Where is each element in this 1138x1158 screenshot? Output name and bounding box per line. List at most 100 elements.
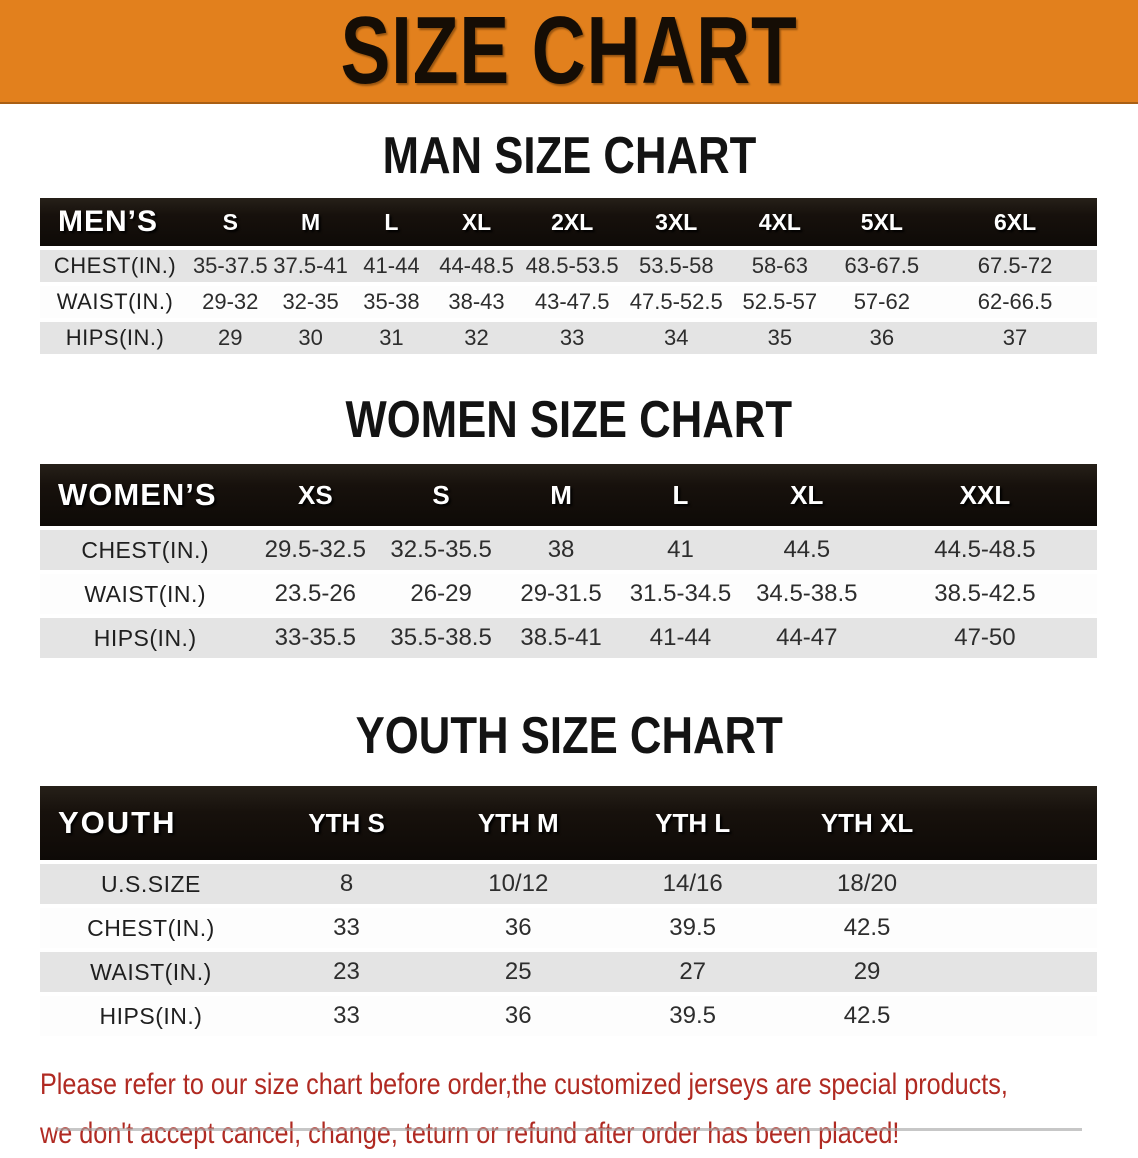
women-chest-in-l: 41 bbox=[620, 526, 741, 570]
youth-waist-in-yth-s: 23 bbox=[261, 948, 432, 992]
youth-column-header-yth-l: YTH L bbox=[605, 786, 780, 860]
youth-section-heading-text: YOUTH SIZE CHART bbox=[355, 707, 783, 765]
youth-group-label: YOUTH bbox=[40, 786, 262, 860]
men-waist-in-xl: 38-43 bbox=[432, 282, 521, 318]
men-hips-in-2xl: 33 bbox=[520, 318, 624, 354]
men-chest-in-3xl: 53.5-58 bbox=[623, 246, 730, 282]
youth-row-filler bbox=[954, 904, 1097, 948]
youth-size-table: YOUTH YTH S YTH M YTH L YTH XL U.S.SIZE 8 10/12… bbox=[40, 786, 1097, 1036]
youth-row-u-s-size: U.S.SIZE 8 10/12 14/16 18/20 bbox=[40, 860, 1097, 904]
youth-hips-in-yth-xl: 42.5 bbox=[779, 992, 955, 1036]
women-waist-in-s: 26-29 bbox=[380, 570, 502, 614]
women-row-label-chest-in: CHEST(IN.) bbox=[40, 526, 251, 570]
women-column-header-l: L bbox=[620, 464, 741, 526]
youth-u-s-size-yth-s: 8 bbox=[261, 860, 432, 904]
women-header-row: WOMEN’S XS S M L XL XXL bbox=[40, 464, 1097, 526]
banner-title: SIZE CHART bbox=[340, 0, 798, 104]
men-size-section: MAN SIZE CHART MEN’S S M L XL 2XL 3XL 4XL 5XL 6XL… bbox=[0, 130, 1138, 354]
men-hips-in-xl: 32 bbox=[432, 318, 521, 354]
youth-chest-in-yth-xl: 42.5 bbox=[779, 904, 955, 948]
youth-header-row: YOUTH YTH S YTH M YTH L YTH XL bbox=[40, 786, 1097, 860]
youth-u-s-size-yth-m: 10/12 bbox=[431, 860, 606, 904]
men-waist-in-2xl: 43-47.5 bbox=[520, 282, 624, 318]
youth-size-section: YOUTH SIZE CHART YOUTH YTH S YTH M YTH L YTH… bbox=[0, 710, 1138, 1036]
men-row-label-chest-in: CHEST(IN.) bbox=[40, 246, 191, 282]
women-waist-in-l: 31.5-34.5 bbox=[620, 570, 741, 614]
size-chart-banner: SIZE CHART bbox=[0, 0, 1138, 104]
women-section-heading: WOMEN SIZE CHART bbox=[0, 394, 1138, 446]
order-policy-note-line1: Please refer to our size chart before or… bbox=[40, 1068, 1008, 1101]
women-hips-in-s: 35.5-38.5 bbox=[380, 614, 502, 658]
men-column-header-m: M bbox=[270, 198, 351, 246]
women-column-header-m: M bbox=[501, 464, 621, 526]
men-hips-in-6xl: 37 bbox=[933, 318, 1097, 354]
men-waist-in-l: 35-38 bbox=[350, 282, 433, 318]
women-size-section: WOMEN SIZE CHART WOMEN’S XS S M L XL XXL CHEST(… bbox=[0, 394, 1138, 658]
youth-hips-in-yth-l: 39.5 bbox=[605, 992, 780, 1036]
women-hips-in-l: 41-44 bbox=[620, 614, 741, 658]
men-waist-in-s: 29-32 bbox=[190, 282, 271, 318]
youth-waist-in-yth-m: 25 bbox=[431, 948, 606, 992]
bottom-divider-line bbox=[56, 1128, 1082, 1131]
women-waist-in-m: 29-31.5 bbox=[501, 570, 621, 614]
youth-row-label-chest-in: CHEST(IN.) bbox=[40, 904, 262, 948]
men-row-waist-in: WAIST(IN.) 29-32 32-35 35-38 38-43 43-47.5 47.… bbox=[40, 282, 1097, 318]
youth-hips-in-yth-s: 33 bbox=[261, 992, 432, 1036]
youth-row-filler bbox=[954, 948, 1097, 992]
women-chest-in-xs: 29.5-32.5 bbox=[250, 526, 381, 570]
youth-u-s-size-yth-xl: 18/20 bbox=[779, 860, 955, 904]
men-column-header-6xl: 6XL bbox=[933, 198, 1097, 246]
men-column-header-5xl: 5XL bbox=[830, 198, 934, 246]
youth-row-waist-in: WAIST(IN.) 23 25 27 29 bbox=[40, 948, 1097, 992]
women-column-header-xs: XS bbox=[250, 464, 381, 526]
men-waist-in-5xl: 57-62 bbox=[830, 282, 934, 318]
youth-row-label-hips-in: HIPS(IN.) bbox=[40, 992, 262, 1036]
youth-column-header-yth-xl: YTH XL bbox=[779, 786, 955, 860]
women-hips-in-xl: 44-47 bbox=[740, 614, 873, 658]
youth-waist-in-yth-xl: 29 bbox=[779, 948, 955, 992]
men-waist-in-m: 32-35 bbox=[270, 282, 351, 318]
youth-chest-in-yth-m: 36 bbox=[431, 904, 606, 948]
order-policy-note-line2: we don't accept cancel, change, teturn o… bbox=[40, 1117, 900, 1150]
men-section-heading-text: MAN SIZE CHART bbox=[382, 127, 756, 185]
men-hips-in-3xl: 34 bbox=[623, 318, 730, 354]
youth-row-filler bbox=[954, 860, 1097, 904]
youth-column-header-yth-m: YTH M bbox=[431, 786, 606, 860]
men-column-header-s: S bbox=[190, 198, 271, 246]
women-group-label: WOMEN’S bbox=[40, 464, 251, 526]
men-column-header-2xl: 2XL bbox=[520, 198, 624, 246]
youth-u-s-size-yth-l: 14/16 bbox=[605, 860, 780, 904]
women-column-header-s: S bbox=[380, 464, 502, 526]
youth-row-label-waist-in: WAIST(IN.) bbox=[40, 948, 262, 992]
men-chest-in-s: 35-37.5 bbox=[190, 246, 271, 282]
youth-hips-in-yth-m: 36 bbox=[431, 992, 606, 1036]
youth-column-header-yth-s: YTH S bbox=[261, 786, 432, 860]
women-waist-in-xl: 34.5-38.5 bbox=[740, 570, 873, 614]
men-chest-in-6xl: 67.5-72 bbox=[933, 246, 1097, 282]
men-hips-in-5xl: 36 bbox=[830, 318, 934, 354]
men-chest-in-l: 41-44 bbox=[350, 246, 433, 282]
youth-waist-in-yth-l: 27 bbox=[605, 948, 780, 992]
women-hips-in-m: 38.5-41 bbox=[501, 614, 621, 658]
men-hips-in-m: 30 bbox=[270, 318, 351, 354]
men-row-label-hips-in: HIPS(IN.) bbox=[40, 318, 191, 354]
men-chest-in-4xl: 58-63 bbox=[729, 246, 831, 282]
women-size-table: WOMEN’S XS S M L XL XXL CHEST(IN.) 29.5-32.5 32.5… bbox=[40, 464, 1097, 658]
women-column-header-xxl: XXL bbox=[872, 464, 1097, 526]
men-group-label: MEN’S bbox=[40, 198, 191, 246]
men-hips-in-l: 31 bbox=[350, 318, 433, 354]
men-section-heading: MAN SIZE CHART bbox=[0, 130, 1138, 182]
youth-row-label-u-s-size: U.S.SIZE bbox=[40, 860, 262, 904]
men-column-header-3xl: 3XL bbox=[623, 198, 730, 246]
men-size-table: MEN’S S M L XL 2XL 3XL 4XL 5XL 6XL CHEST(IN.) 35-37… bbox=[40, 198, 1097, 354]
women-chest-in-s: 32.5-35.5 bbox=[380, 526, 502, 570]
youth-row-chest-in: CHEST(IN.) 33 36 39.5 42.5 bbox=[40, 904, 1097, 948]
men-row-chest-in: CHEST(IN.) 35-37.5 37.5-41 41-44 44-48.5 48.5… bbox=[40, 246, 1097, 282]
women-chest-in-xl: 44.5 bbox=[740, 526, 873, 570]
men-chest-in-xl: 44-48.5 bbox=[432, 246, 521, 282]
youth-chest-in-yth-l: 39.5 bbox=[605, 904, 780, 948]
women-chest-in-xxl: 44.5-48.5 bbox=[872, 526, 1097, 570]
women-hips-in-xs: 33-35.5 bbox=[250, 614, 381, 658]
men-hips-in-s: 29 bbox=[190, 318, 271, 354]
youth-row-hips-in: HIPS(IN.) 33 36 39.5 42.5 bbox=[40, 992, 1097, 1036]
